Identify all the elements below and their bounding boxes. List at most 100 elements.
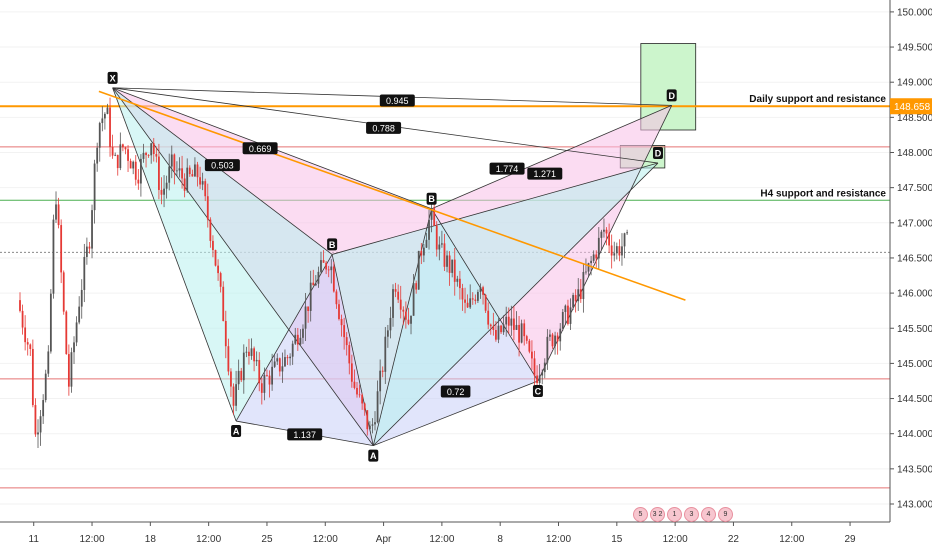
- candle-body: [502, 324, 505, 333]
- pattern-leg: [112, 87, 237, 422]
- candle-body: [466, 302, 469, 308]
- candle-body: [80, 289, 83, 307]
- y-tick-label: 147.500: [897, 183, 932, 194]
- point-label: X: [110, 73, 116, 83]
- point-label-bg: [532, 384, 543, 397]
- candle-body: [350, 363, 353, 382]
- candle-body: [67, 354, 70, 387]
- candle-body: [114, 154, 117, 156]
- candle-body: [487, 310, 490, 325]
- candle-body: [268, 375, 271, 385]
- candle-body: [152, 143, 155, 154]
- candle-body: [291, 343, 294, 357]
- y-tick-label: 150.000: [897, 7, 932, 18]
- x-tick-label: Apr: [376, 534, 392, 545]
- candle-body: [109, 107, 111, 147]
- ratio-line: [332, 162, 659, 255]
- point-label: D: [668, 91, 675, 101]
- candle-body: [433, 208, 436, 226]
- ratio-label: 0.669: [249, 144, 272, 154]
- candle-body: [595, 254, 598, 259]
- candle-body: [605, 229, 608, 234]
- candle-body: [415, 283, 418, 290]
- candle-body: [610, 245, 613, 256]
- candle-body: [263, 374, 266, 393]
- candle-body: [88, 246, 91, 249]
- ratio-label-bg: [204, 159, 240, 172]
- candle-body: [587, 263, 590, 272]
- ratio-label: 1.137: [293, 430, 316, 440]
- candle-body: [479, 287, 482, 292]
- y-tick-label: 144.000: [897, 429, 932, 440]
- candle-body: [204, 181, 207, 197]
- y-tick-label: 148.500: [897, 113, 932, 124]
- candle-body: [484, 294, 487, 311]
- x-tick-label: 12:00: [196, 534, 221, 545]
- candle-body: [155, 153, 158, 157]
- candle-body: [623, 233, 626, 247]
- candle-body: [556, 335, 559, 342]
- candle-body: [165, 182, 168, 189]
- ratio-label: 0.945: [386, 96, 409, 106]
- candle-body: [443, 243, 446, 267]
- candle-body: [304, 306, 307, 329]
- point-label: D: [655, 149, 662, 159]
- candle-body: [404, 311, 407, 320]
- candle-body: [140, 158, 142, 184]
- candle-body: [250, 348, 253, 356]
- ratio-label-bg: [366, 121, 402, 134]
- candle-body: [332, 266, 335, 292]
- candle-body: [428, 219, 430, 240]
- candle-body: [363, 403, 366, 411]
- ratio-label: 1.271: [534, 169, 557, 179]
- candle-body: [590, 260, 592, 264]
- candle-body: [137, 179, 140, 184]
- candle-body: [168, 166, 171, 183]
- candle-body: [559, 328, 562, 342]
- candle-body: [446, 255, 448, 267]
- candle-body: [284, 357, 286, 367]
- x-tick-label: 12:00: [663, 534, 688, 545]
- candle-body: [407, 319, 410, 324]
- candle-body: [191, 174, 194, 177]
- candle-body: [371, 424, 374, 426]
- candle-body: [330, 266, 333, 271]
- candle-body: [21, 310, 24, 328]
- event-icon[interactable]: 3: [684, 507, 699, 522]
- candle-body: [34, 405, 37, 435]
- point-label: B: [428, 194, 435, 204]
- candle-body: [368, 425, 371, 430]
- candle-body: [518, 324, 520, 343]
- candle-body: [163, 188, 165, 195]
- candle-body: [510, 318, 513, 326]
- candle-body: [551, 334, 554, 347]
- candle-body: [456, 278, 459, 282]
- candle-body: [533, 358, 536, 376]
- candle-body: [39, 416, 42, 433]
- candle-body: [289, 356, 292, 359]
- candle-body: [335, 291, 338, 305]
- y-tick-label: 148.000: [897, 148, 932, 159]
- y-tick-label: 143.000: [897, 500, 932, 511]
- y-tick-label: 145.000: [897, 359, 932, 370]
- candle-body: [145, 152, 147, 156]
- event-icon[interactable]: 9: [718, 507, 733, 522]
- candle-body: [49, 293, 52, 352]
- candle-body: [235, 384, 237, 406]
- candle-body: [430, 208, 433, 220]
- y-tick-label: 149.500: [897, 43, 932, 54]
- candle-body: [253, 348, 255, 362]
- point-label-bg: [652, 147, 663, 160]
- event-icon[interactable]: 1: [667, 507, 682, 522]
- candle-body: [96, 147, 99, 164]
- candle-body: [75, 322, 78, 343]
- point-label: A: [370, 451, 377, 461]
- candle-body: [322, 260, 325, 263]
- event-icon[interactable]: 4: [701, 507, 716, 522]
- event-icon[interactable]: 3 2: [650, 507, 665, 522]
- x-tick-label: 8: [497, 534, 503, 545]
- candle-body: [325, 262, 328, 270]
- event-icon[interactable]: 5: [633, 507, 648, 522]
- candle-body: [448, 255, 451, 273]
